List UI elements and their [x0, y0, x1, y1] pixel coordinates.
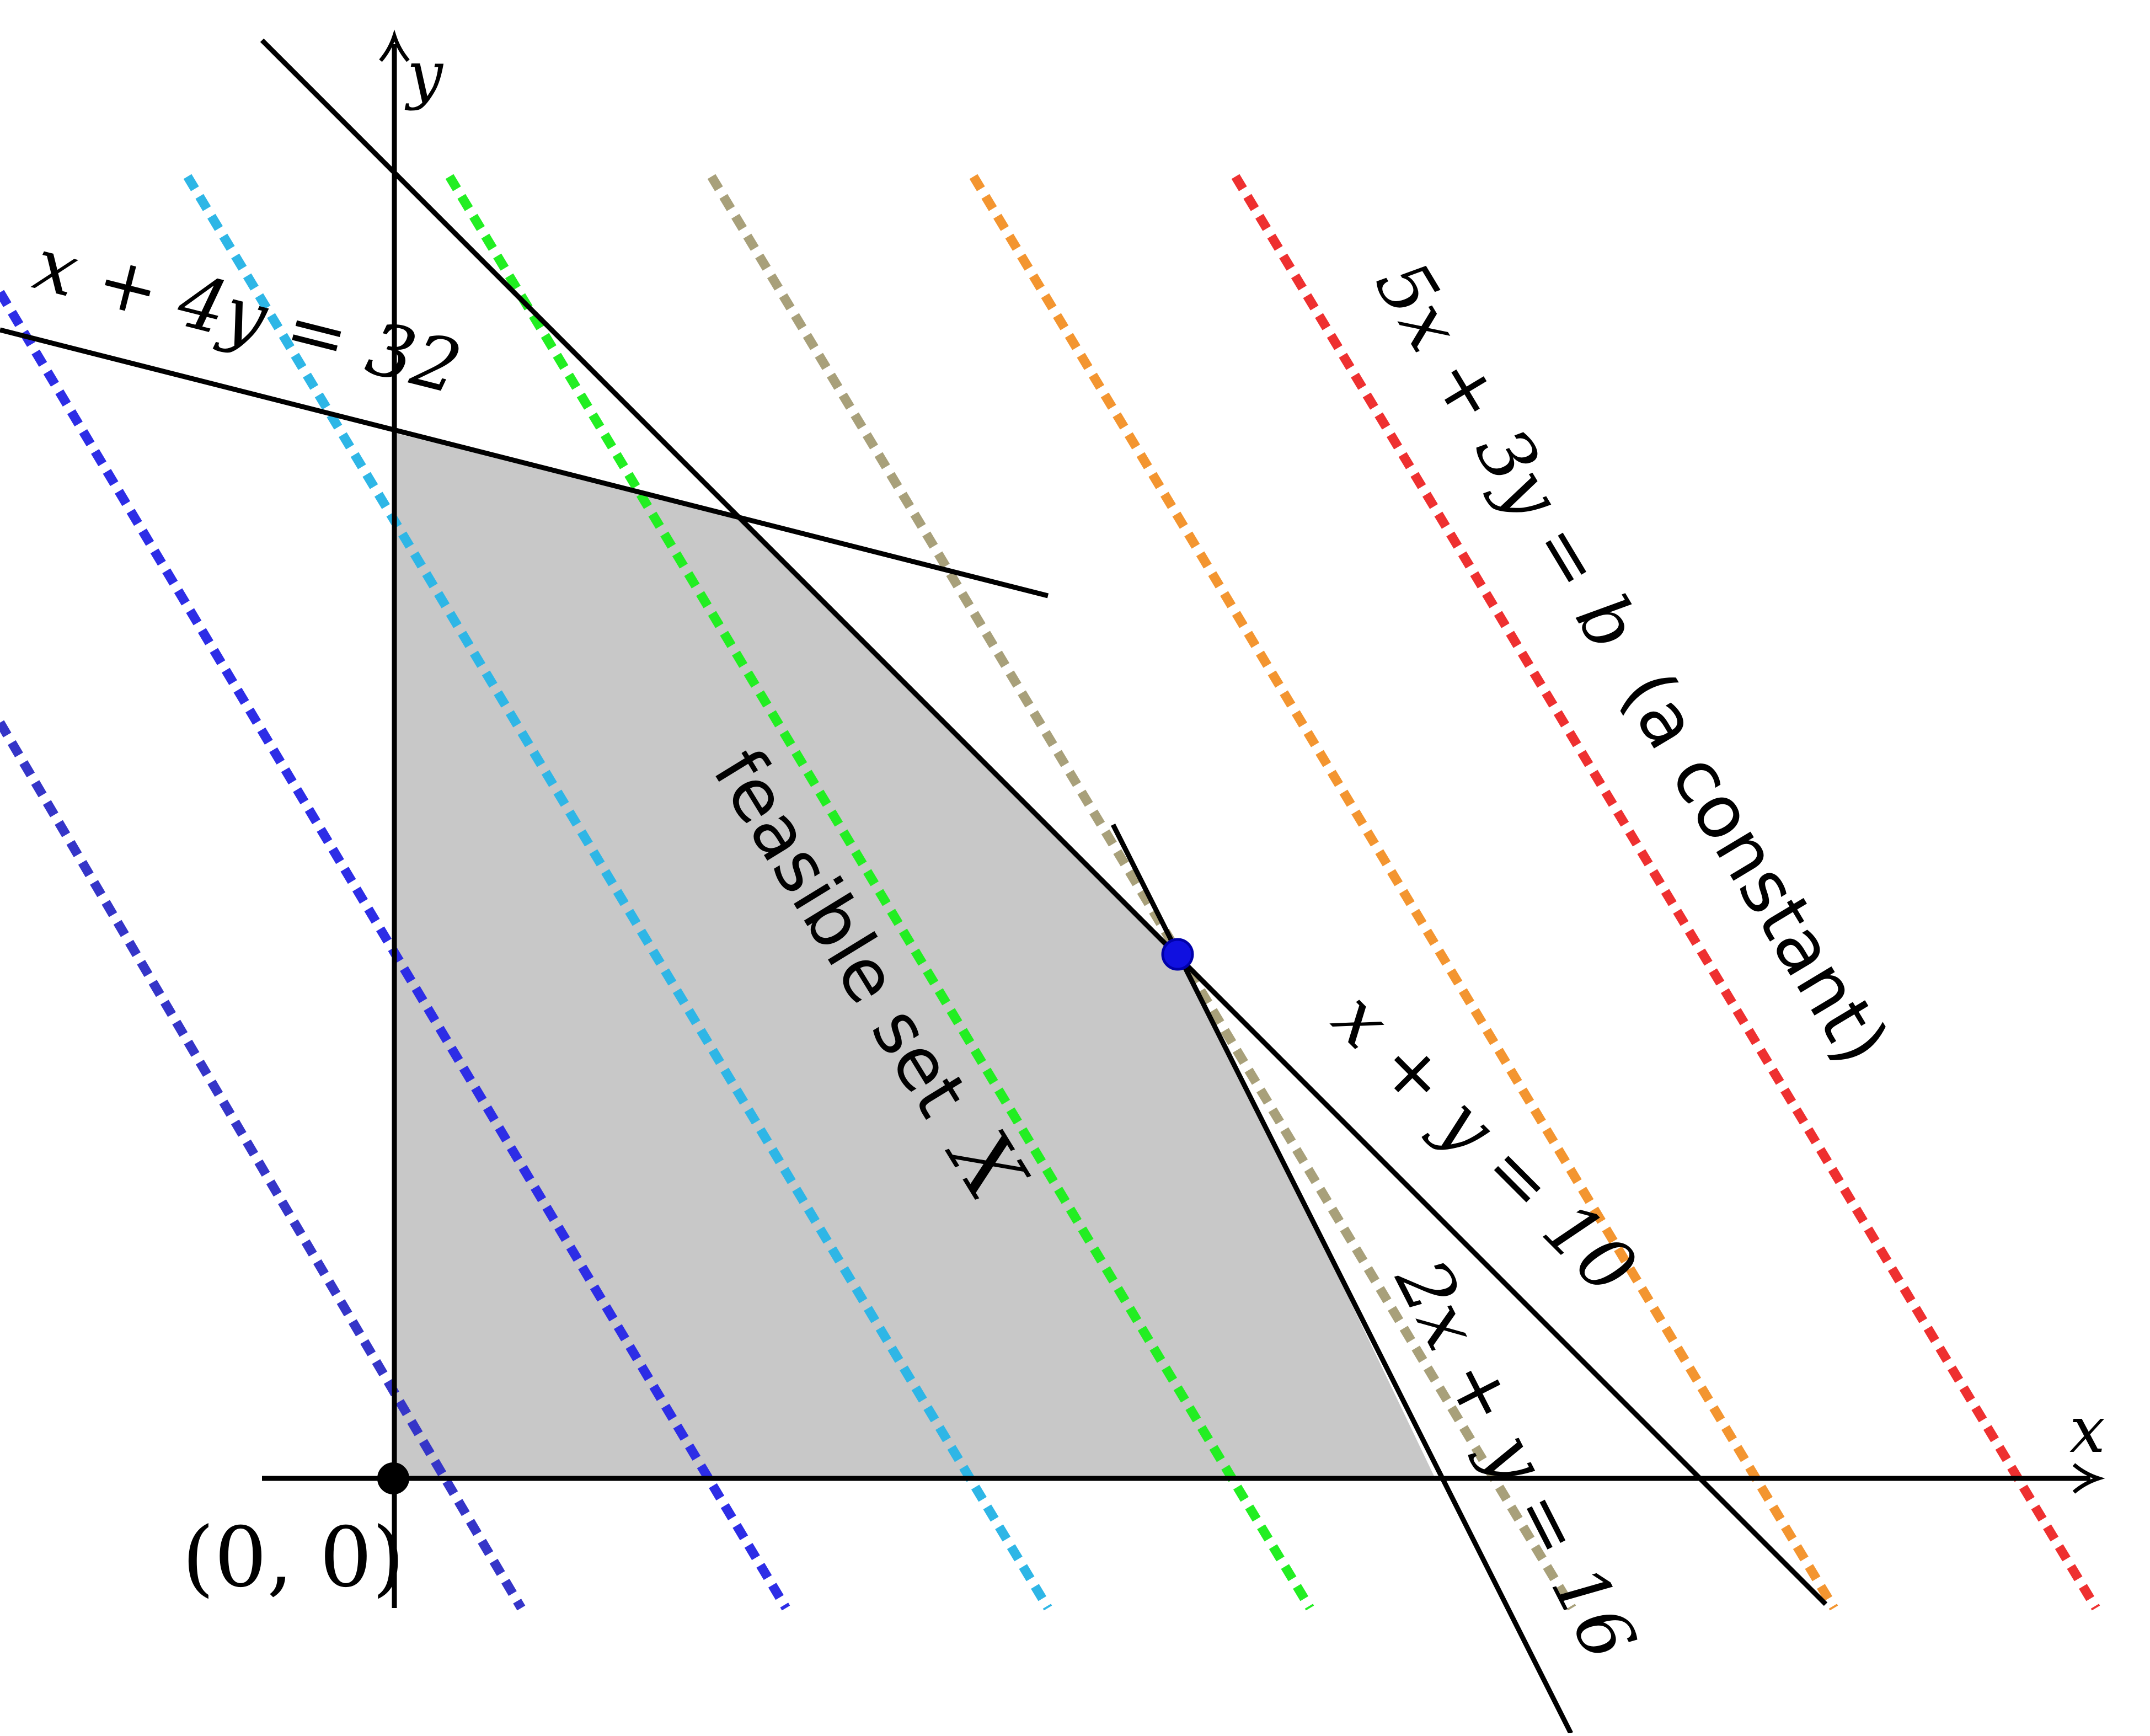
level-line-6: [969, 174, 1838, 1611]
origin-label: (0, 0): [182, 1510, 404, 1606]
constraint-lines: [0, 38, 1828, 1735]
level-line-4: [445, 174, 1314, 1611]
constraint-line-x-plus-4y: [0, 327, 1049, 599]
level-line-5: [707, 174, 1576, 1611]
constraint-label-x-plus-4y: x + 4y = 32: [26, 222, 469, 411]
level-line-1: [0, 720, 526, 1611]
objective-note: (a constant): [1605, 657, 1905, 1079]
origin-point: [377, 1462, 409, 1494]
constraint-line-x-plus-y: [260, 38, 1828, 1606]
y-axis-arrowhead: [379, 29, 410, 62]
axes: [262, 44, 2090, 1608]
constraint-line-2x-plus-y: [1110, 823, 1574, 1735]
level-line-7: [1231, 174, 2100, 1611]
optimum-vertex-point: [1161, 938, 1194, 971]
x-axis-arrowhead: [2072, 1463, 2105, 1494]
y-axis-label: y: [404, 38, 444, 112]
x-axis-label: x: [2069, 1393, 2105, 1467]
